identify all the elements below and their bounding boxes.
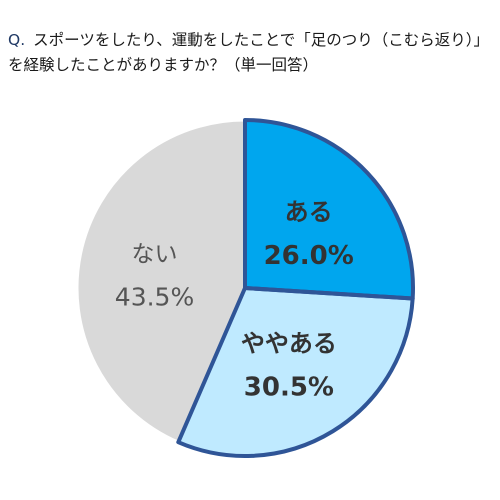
slice-name-label: ある (285, 198, 333, 226)
question-text: Q. スポーツをしたり、運動をしたことで「足のつり（こむら返り）」を経験したことが… (8, 28, 494, 78)
pie-labels: ある 26.0% ややある 30.5% ない 43.5% (115, 198, 354, 402)
slice-name-label: ややある (241, 330, 337, 358)
pie-slice-3 (75, 118, 247, 444)
slice-value-label: 43.5% (115, 282, 194, 311)
slice-name-label: ない (132, 241, 178, 267)
slice-value-label: 30.5% (244, 373, 334, 403)
pie-slice-highlight-outline (176, 286, 415, 458)
pie-slices (75, 118, 415, 458)
pie-slice-highlight-outline (243, 118, 415, 301)
question-label: Q. (8, 31, 26, 49)
slice-value-label: 26.0% (264, 241, 354, 271)
question-body: スポーツをしたり、運動をしたことで「足のつり（こむら返り）」を経験したことがあり… (8, 31, 489, 74)
